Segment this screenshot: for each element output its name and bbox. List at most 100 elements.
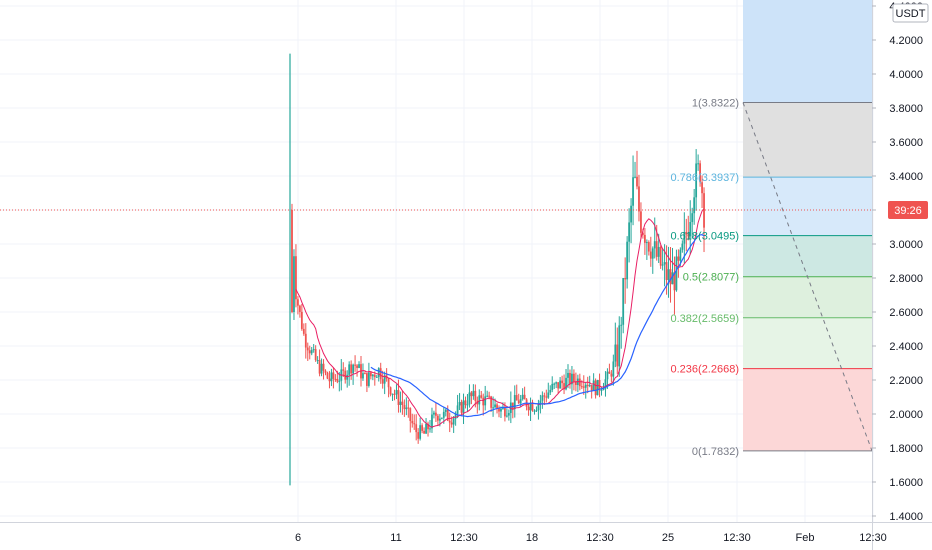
- candle-body: [423, 430, 425, 434]
- candle-body: [336, 379, 339, 382]
- candle-body: [634, 176, 636, 178]
- time-tick-label: 25: [662, 532, 674, 544]
- candle-body: [592, 380, 595, 391]
- candle-body: [435, 412, 437, 416]
- currency-badge[interactable]: USDT: [892, 3, 929, 23]
- candle-body: [367, 372, 370, 386]
- candle-body: [300, 311, 303, 329]
- time-axis[interactable]: 6 11 12:30 18 12:30 25 12:30 Feb 12:30: [295, 532, 887, 544]
- candle-body: [421, 425, 424, 431]
- candle-body: [549, 389, 552, 393]
- fib-zone: [743, 235, 872, 277]
- price-tick-label: 3.6000: [889, 137, 923, 149]
- candle-body: [523, 394, 526, 400]
- candle-body: [687, 234, 690, 237]
- candle-body: [358, 364, 360, 368]
- candle-body: [500, 408, 502, 412]
- time-tick-label: 12:30: [723, 532, 751, 544]
- candlestick-series: [291, 149, 705, 444]
- candle-body: [612, 361, 615, 377]
- candle-body: [472, 390, 475, 397]
- candle-body: [470, 392, 473, 397]
- candle-body: [679, 249, 682, 261]
- candle-body: [618, 325, 621, 367]
- candle-body: [362, 373, 364, 379]
- candle-body: [334, 378, 337, 380]
- candle-body: [539, 400, 542, 404]
- candle-body: [480, 395, 483, 398]
- candle-body: [582, 386, 585, 388]
- candle-body: [701, 182, 703, 194]
- candle-body: [537, 403, 540, 411]
- candle-body: [642, 232, 644, 235]
- candle-body: [569, 372, 571, 385]
- candle-body: [409, 408, 412, 421]
- price-tick-label: 2.0000: [889, 409, 923, 421]
- candle-body: [511, 402, 514, 410]
- candle-body: [632, 177, 634, 206]
- candle-body: [584, 384, 587, 388]
- candle-body: [533, 410, 536, 412]
- price-axis[interactable]: 1.4000 1.6000 1.8000 2.0000 2.2000 2.4000 2.60…: [872, 1, 923, 523]
- candle-body: [630, 205, 632, 223]
- candle-body: [505, 415, 508, 417]
- candle-body: [557, 382, 560, 389]
- candle-body: [332, 372, 335, 379]
- candle-body: [427, 423, 429, 430]
- fib-level-label: 0(1.7832): [692, 446, 739, 458]
- candle-body: [689, 222, 692, 237]
- candle-body: [293, 256, 295, 312]
- candle-body: [433, 412, 435, 415]
- candle-body: [419, 425, 422, 439]
- candle-body: [490, 396, 493, 408]
- candle-body: [545, 396, 548, 398]
- candle-body: [352, 364, 355, 374]
- moving-average-slow: [370, 233, 705, 418]
- candle-body: [377, 368, 380, 377]
- candle-body: [602, 388, 605, 391]
- price-tick-label: 2.8000: [889, 273, 923, 285]
- candle-body: [521, 394, 524, 400]
- candle-body: [596, 379, 599, 396]
- candle-body: [379, 368, 382, 380]
- candle-body: [645, 242, 648, 244]
- candle-body: [312, 349, 315, 351]
- candle-body: [590, 385, 593, 391]
- candle-body: [369, 372, 372, 377]
- fib-level-label: 0.5(2.8077): [683, 272, 739, 284]
- fib-zone: [743, 102, 872, 178]
- candle-body: [494, 404, 496, 408]
- candle-body: [640, 211, 642, 233]
- candle-body: [366, 373, 368, 386]
- candle-body: [383, 375, 386, 384]
- candle-body: [527, 406, 530, 411]
- fib-level-label: 0.236(2.2668): [671, 364, 740, 376]
- candle-body: [699, 163, 701, 183]
- candle-body: [395, 390, 398, 395]
- price-tick-label: 4.0000: [889, 69, 923, 81]
- candle-body: [387, 378, 390, 388]
- candle-body: [454, 413, 457, 419]
- candle-body: [460, 402, 463, 413]
- candle-body: [586, 384, 589, 387]
- candle-body: [594, 380, 597, 396]
- candle-body: [665, 262, 668, 281]
- fib-zone: [743, 368, 872, 451]
- candle-body: [671, 272, 674, 285]
- candle-body: [614, 344, 617, 362]
- candle-body: [608, 371, 611, 374]
- candle-body: [401, 401, 404, 405]
- candle-body: [659, 246, 662, 266]
- candle-body: [338, 380, 341, 382]
- currency-badge-label: USDT: [896, 8, 926, 20]
- candle-body: [442, 411, 445, 418]
- candle-body: [697, 163, 700, 165]
- candle-body: [407, 407, 410, 409]
- candle-body: [405, 407, 408, 410]
- candle-body: [310, 350, 313, 354]
- candle-body: [661, 264, 664, 266]
- candle-body: [622, 278, 625, 325]
- price-tick-label: 1.8000: [889, 443, 923, 455]
- price-tick-label: 2.4000: [889, 341, 923, 353]
- fibonacci-trend-line: [742, 102, 873, 452]
